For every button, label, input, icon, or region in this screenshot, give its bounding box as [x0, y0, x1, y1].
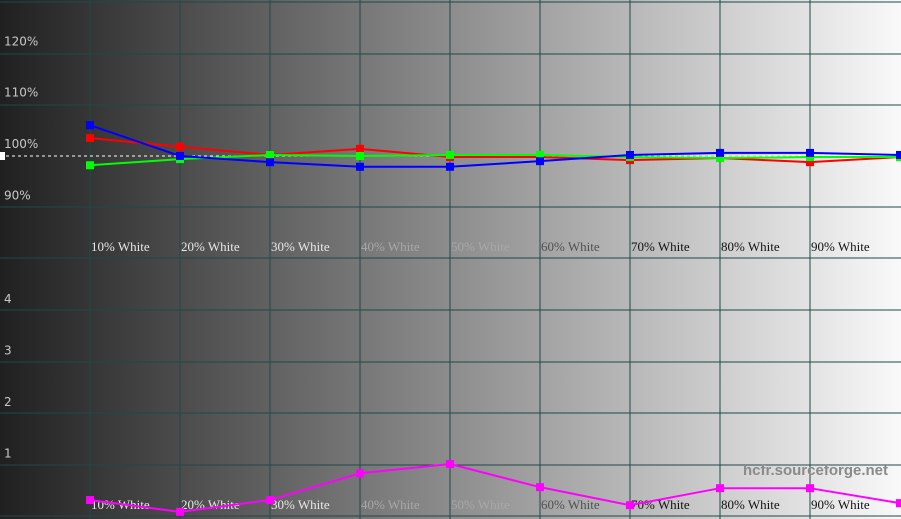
- data-point-0-2: [536, 157, 544, 166]
- data-point-0-2: [626, 150, 634, 159]
- x-tick-label: 80% White: [721, 239, 780, 254]
- y-tick-label: 2: [4, 395, 12, 409]
- x-tick-label: 20% White: [181, 497, 240, 512]
- data-point-0-0: [806, 158, 814, 167]
- data-point-0-1: [716, 154, 724, 163]
- series-line-1-0: [89, 462, 901, 513]
- data-point-0-1: [356, 152, 364, 160]
- y-tick-label: 120%: [4, 34, 38, 48]
- data-point-0-2: [176, 152, 184, 160]
- data-point-0-2: [266, 158, 274, 167]
- series-line-0-1: [89, 153, 900, 167]
- y-tick-label: 3: [4, 344, 12, 358]
- data-point-0-2: [716, 148, 724, 157]
- data-point-0-2: [896, 150, 901, 159]
- data-point-0-2: [356, 162, 364, 171]
- x-tick-label: 70% White: [631, 239, 690, 254]
- x-tick-label: 30% White: [271, 497, 330, 512]
- data-point-1-0: [626, 501, 634, 510]
- data-point-1-0: [806, 484, 814, 493]
- x-tick-label: 10% White: [91, 239, 150, 254]
- x-tick-label: 50% White: [451, 497, 510, 512]
- x-tick-label: 80% White: [721, 497, 780, 512]
- x-tick-label: 90% White: [811, 497, 870, 512]
- watermark: hcfr.sourceforge.net: [743, 462, 888, 479]
- data-point-1-0: [266, 496, 274, 505]
- series-line-0-2: [89, 124, 901, 168]
- data-point-0-0: [356, 144, 364, 153]
- data-point-0-1: [446, 150, 454, 159]
- data-point-0-2: [446, 162, 454, 171]
- y-tick-label: 100%: [4, 137, 38, 151]
- data-point-1-0: [446, 459, 454, 468]
- y-tick-label: 90%: [4, 188, 31, 202]
- data-point-1-0: [356, 469, 364, 478]
- y-tick-label: 1: [4, 447, 12, 461]
- data-point-0-1: [86, 161, 94, 170]
- data-point-1-0: [176, 507, 184, 516]
- x-tick-label: 60% White: [541, 239, 600, 254]
- y-tick-label: 4: [4, 292, 12, 306]
- x-tick-label: 90% White: [811, 239, 870, 254]
- data-point-0-2: [806, 148, 814, 157]
- y-tick-label: 110%: [4, 86, 38, 100]
- series-line-0-0: [89, 137, 901, 164]
- x-tick-label: 60% White: [541, 497, 600, 512]
- x-tick-label: 50% White: [451, 239, 510, 254]
- x-tick-label: 40% White: [361, 239, 420, 254]
- data-point-1-0: [536, 483, 544, 492]
- data-point-0-1: [536, 150, 544, 159]
- data-point-0-1: [266, 150, 274, 159]
- x-tick-label: 70% White: [631, 497, 690, 512]
- reference-marker: [0, 152, 5, 160]
- x-tick-label: 40% White: [361, 497, 420, 512]
- data-point-1-0: [716, 484, 724, 493]
- data-point-0-0: [86, 134, 94, 143]
- x-tick-label: 20% White: [181, 239, 240, 254]
- data-point-1-0: [86, 496, 94, 505]
- data-point-1-0: [896, 499, 901, 508]
- x-tick-label: 30% White: [271, 239, 330, 254]
- data-point-0-0: [176, 142, 184, 151]
- data-point-0-1: [806, 153, 814, 162]
- data-point-0-2: [86, 121, 94, 130]
